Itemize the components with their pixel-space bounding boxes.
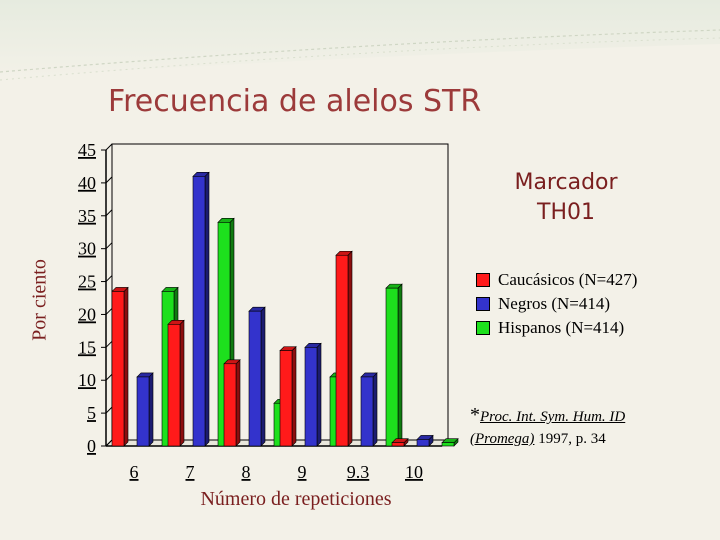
y-tick-label: 45 — [78, 140, 96, 160]
y-tick-label: 0 — [87, 436, 96, 456]
bar-side — [204, 171, 210, 447]
marker-note-line2: TH01 — [537, 200, 595, 225]
bar — [335, 254, 349, 447]
bar-side — [148, 372, 154, 447]
y-tick-diagonal — [105, 406, 113, 414]
bar-side — [179, 319, 185, 447]
citation: *Proc. Int. Sym. Hum. ID (Promega) 1997,… — [470, 404, 625, 450]
bar — [441, 442, 455, 447]
legend-swatch-blue — [476, 297, 490, 311]
marker-note-line1: Marcador — [514, 170, 618, 195]
legend: Caucásicos (N=427) Negros (N=414) Hispan… — [476, 268, 637, 340]
citation-star: * — [470, 404, 480, 426]
citation-line1: *Proc. Int. Sym. Hum. ID — [470, 404, 625, 428]
legend-item: Negros (N=414) — [476, 292, 637, 316]
bar — [248, 310, 262, 447]
y-tick-diagonal — [105, 308, 113, 315]
citation-line2: (Promega) 1997, p. 34 — [470, 428, 625, 450]
y-tick-label: 10 — [78, 370, 96, 390]
y-tick-diagonal — [105, 143, 113, 151]
y-tick-diagonal — [105, 340, 113, 348]
x-tick-label: 9.3 — [347, 462, 370, 482]
x-tick-label: 7 — [186, 462, 195, 482]
y-tick-label: 40 — [78, 173, 96, 193]
legend-swatch-red — [476, 273, 490, 287]
y-tick-diagonal — [105, 439, 113, 447]
x-tick-label: 10 — [405, 462, 423, 482]
bar-side — [260, 306, 266, 447]
legend-item: Hispanos (N=414) — [476, 316, 637, 340]
legend-label: Negros (N=414) — [498, 294, 611, 313]
bar — [304, 347, 318, 447]
bar-side — [372, 372, 378, 447]
legend-label: Hispanos (N=414) — [498, 318, 625, 337]
legend-label: Caucásicos (N=427) — [498, 270, 638, 289]
y-tick-diagonal — [105, 275, 113, 282]
x-tick-label: 6 — [130, 462, 139, 482]
bar-side — [123, 286, 129, 447]
bar — [136, 376, 150, 447]
bar-side — [397, 283, 403, 447]
y-tick-label: 25 — [78, 272, 96, 292]
y-tick-label: 15 — [78, 337, 96, 357]
citation-journal: Proc. Int. Sym. Hum. ID — [480, 409, 626, 425]
y-tick-diagonal — [105, 209, 113, 217]
slide-title: Frecuencia de alelos STR — [108, 84, 482, 119]
bar — [111, 291, 125, 447]
bar — [391, 442, 405, 447]
swoosh-line — [0, 37, 720, 81]
bar-side — [316, 342, 322, 447]
citation-year-page: 1997, p. 34 — [534, 431, 606, 447]
bar-side — [347, 250, 353, 447]
bar — [360, 376, 374, 447]
y-tick-label: 35 — [78, 206, 96, 226]
swoosh-line — [0, 29, 720, 73]
y-tick-diagonal — [105, 242, 113, 250]
x-tick-label: 9 — [298, 462, 307, 482]
bar-chart: 0 5 10 15 20 25 30 35 40 45 6 7 8 9 9.3 10 — [78, 140, 459, 482]
y-tick-diagonal — [105, 373, 113, 381]
citation-publisher: (Promega) — [470, 431, 535, 447]
x-axis-label: Número de repeticiones — [200, 488, 392, 510]
legend-item: Caucásicos (N=427) — [476, 268, 637, 292]
x-tick-label: 8 — [242, 462, 251, 482]
bar-side — [291, 345, 297, 447]
y-tick-diagonal — [105, 176, 113, 184]
bar — [416, 439, 430, 447]
marker-note: Marcador TH01 — [514, 168, 617, 228]
bar — [385, 287, 399, 447]
y-axis-label: Por ciento — [28, 259, 51, 341]
bar — [192, 176, 206, 447]
legend-swatch-green — [476, 321, 490, 335]
bar — [223, 363, 237, 447]
bar — [279, 350, 293, 447]
y-tick-label: 20 — [78, 304, 96, 324]
y-tick-label: 5 — [87, 403, 96, 423]
bar-side — [235, 359, 241, 447]
y-tick-label: 30 — [78, 239, 96, 259]
bar — [167, 324, 181, 447]
